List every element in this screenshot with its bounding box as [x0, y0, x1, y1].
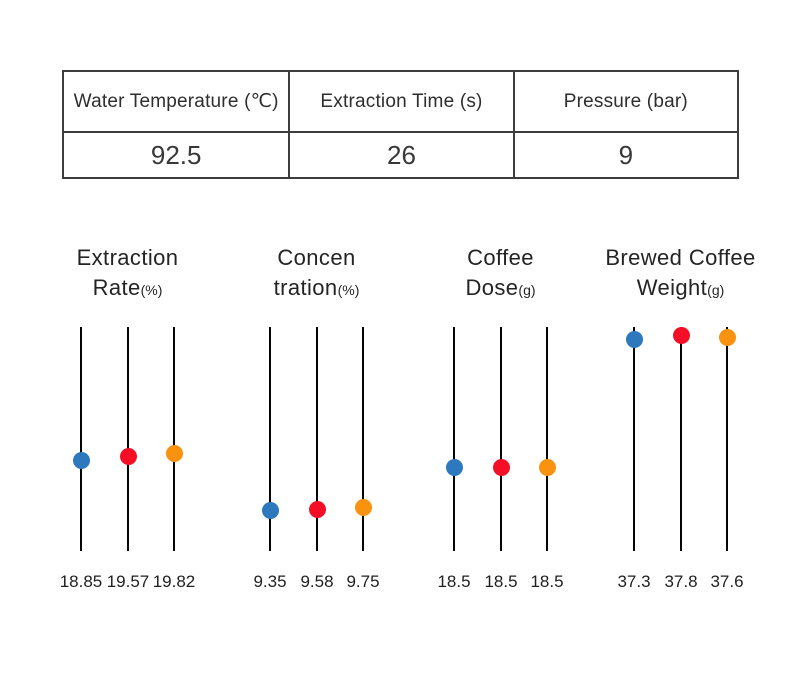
chart-title-4: Brewed Coffee Weight(g) — [566, 243, 796, 305]
red-dot — [119, 447, 137, 465]
chart-title-unit: (g) — [707, 282, 725, 298]
chart-title-2: Concen tration(%) — [202, 243, 432, 305]
orange-dot — [718, 328, 736, 346]
value-label: 9.35 — [253, 572, 287, 591]
chart-title-unit: (%) — [337, 282, 360, 298]
orange-dot — [165, 444, 183, 462]
blue-dot — [261, 502, 279, 520]
value-label: 18.5 — [530, 572, 564, 591]
value-label: 37.3 — [617, 572, 651, 591]
chart-title-line1: Coffee — [467, 245, 534, 270]
table-value-pressure: 9 — [512, 131, 737, 177]
chart-title-line1: Extraction — [76, 245, 179, 270]
axis-line — [127, 327, 129, 551]
value-label: 18.85 — [59, 572, 103, 591]
table-value-extraction-time: 26 — [288, 131, 513, 177]
blue-dot — [445, 458, 463, 476]
value-label: 19.82 — [152, 572, 196, 591]
orange-dot — [354, 498, 372, 516]
red-dot — [308, 501, 326, 519]
value-label: 18.5 — [437, 572, 471, 591]
value-label: 19.57 — [106, 572, 150, 591]
axis-line — [680, 327, 682, 551]
table-value-water-temperature: 92.5 — [64, 131, 289, 177]
value-label: 18.5 — [484, 572, 518, 591]
chart-title-line1: Concen — [277, 245, 356, 270]
chart-title-1: Extraction Rate(%) — [13, 243, 243, 305]
chart-title-line2: Rate(%) — [92, 275, 163, 300]
axis-line — [726, 327, 728, 551]
blue-dot — [72, 452, 90, 470]
chart-title-line1: Brewed Coffee — [605, 245, 756, 270]
table-header-water-temperature: Water Temperature (℃) — [73, 91, 279, 112]
axis-line — [633, 327, 635, 551]
chart-title-line2: Weight(g) — [636, 275, 725, 300]
value-label: 9.58 — [300, 572, 334, 591]
value-label: 37.6 — [710, 572, 744, 591]
chart-title-unit: (%) — [140, 282, 163, 298]
axis-line — [546, 327, 548, 551]
axis-line — [173, 327, 175, 551]
chart-title-unit: (g) — [518, 282, 536, 298]
axis-line — [269, 327, 271, 551]
chart-title-line2: tration(%) — [273, 275, 360, 300]
parameters-table: Water Temperature (℃) Extraction Time (s… — [62, 70, 739, 179]
chart-title-line2: Dose(g) — [465, 275, 536, 300]
axis-line — [500, 327, 502, 551]
chart-title-3: Coffee Dose(g) — [386, 243, 616, 305]
axis-line — [362, 327, 364, 551]
red-dot — [492, 458, 510, 476]
axis-line — [316, 327, 318, 551]
table-header-extraction-time: Extraction Time (s) — [288, 72, 512, 131]
blue-dot — [625, 330, 643, 348]
value-label: 9.75 — [346, 572, 380, 591]
axis-line — [80, 327, 82, 551]
orange-dot — [538, 458, 556, 476]
axis-line — [453, 327, 455, 551]
value-label: 37.8 — [664, 572, 698, 591]
red-dot — [672, 327, 690, 345]
table-header-pressure: Pressure (bar) — [512, 72, 737, 131]
